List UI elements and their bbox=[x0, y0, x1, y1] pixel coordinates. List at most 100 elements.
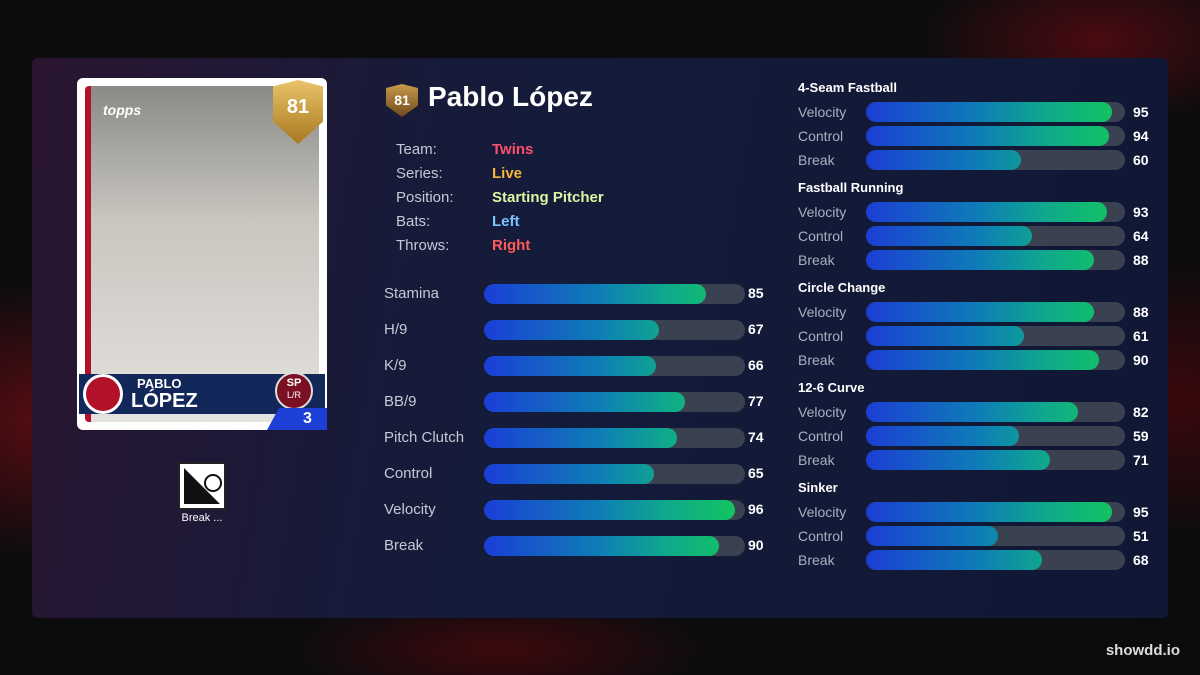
bar-track bbox=[866, 550, 1125, 570]
stat-value: 85 bbox=[748, 285, 764, 301]
card: topps 81 PABLO LÓPEZ SP L/R 3 bbox=[77, 78, 327, 430]
pitch-attr-label: Break bbox=[798, 352, 835, 368]
stat-value: 90 bbox=[748, 537, 764, 553]
bar-track bbox=[866, 502, 1125, 522]
card-last-name: LÓPEZ bbox=[131, 390, 198, 412]
header-rating: 81 bbox=[394, 92, 410, 108]
card-brand: topps bbox=[103, 102, 142, 118]
bar bbox=[484, 284, 706, 304]
ability-label: Break ... bbox=[181, 512, 223, 524]
player-name: Pablo López bbox=[428, 81, 593, 112]
info-value: Starting Pitcher bbox=[492, 189, 604, 206]
info-label: Throws: bbox=[396, 237, 450, 254]
stat-label: K/9 bbox=[384, 357, 407, 374]
bar bbox=[866, 202, 1107, 222]
ability-icon bbox=[178, 462, 226, 510]
bar-track bbox=[866, 302, 1125, 322]
bar bbox=[866, 402, 1079, 422]
pitch-attr-value: 94 bbox=[1133, 128, 1149, 144]
bar bbox=[866, 350, 1100, 370]
pitch-attr-label: Velocity bbox=[798, 504, 847, 520]
bar-track bbox=[484, 428, 745, 448]
pitch-name: Sinker bbox=[798, 480, 838, 495]
pitch-attr-value: 95 bbox=[1133, 504, 1149, 520]
icon-ball bbox=[204, 474, 222, 492]
bar-track bbox=[866, 150, 1125, 170]
bar bbox=[866, 502, 1113, 522]
pitch-attr-label: Break bbox=[798, 252, 835, 268]
bar-track bbox=[866, 226, 1125, 246]
bar-track bbox=[484, 356, 745, 376]
bar-track bbox=[866, 526, 1125, 546]
bar-track bbox=[484, 392, 745, 412]
pitch-attr-label: Break bbox=[798, 152, 835, 168]
stat-value: 74 bbox=[748, 429, 764, 445]
pitch-attr-label: Velocity bbox=[798, 404, 847, 420]
pitch-attr-value: 90 bbox=[1133, 352, 1149, 368]
card-number: 3 bbox=[303, 410, 312, 427]
pitch-name: Circle Change bbox=[798, 280, 886, 295]
bar-track bbox=[866, 326, 1125, 346]
stat-value: 96 bbox=[748, 501, 764, 517]
bar bbox=[484, 536, 719, 556]
card-number-tab bbox=[267, 408, 327, 430]
card-hands: L/R bbox=[286, 390, 301, 400]
pitch-attr-value: 71 bbox=[1133, 452, 1149, 468]
stat-label: Control bbox=[384, 465, 433, 482]
stat-value: 65 bbox=[748, 465, 764, 481]
bar bbox=[484, 320, 659, 340]
bar-track bbox=[866, 102, 1125, 122]
bar bbox=[484, 428, 678, 448]
pitch-attr-value: 82 bbox=[1133, 404, 1149, 420]
card-photo bbox=[85, 86, 319, 422]
pitch-attr-value: 93 bbox=[1133, 204, 1149, 220]
info-label: Team: bbox=[396, 141, 437, 158]
pitch-attr-label: Control bbox=[798, 328, 844, 344]
bar bbox=[866, 126, 1110, 146]
card-logo bbox=[83, 374, 123, 414]
bar bbox=[866, 226, 1032, 246]
pitch-name: 12-6 Curve bbox=[798, 380, 865, 395]
bar bbox=[484, 392, 685, 412]
pitch-attr-label: Break bbox=[798, 452, 835, 468]
bar bbox=[866, 550, 1043, 570]
pitch-attr-value: 64 bbox=[1133, 228, 1149, 244]
bar-track bbox=[866, 426, 1125, 446]
pitch-name: Fastball Running bbox=[798, 180, 904, 195]
stat-label: H/9 bbox=[384, 321, 408, 338]
pitch-attr-value: 61 bbox=[1133, 328, 1149, 344]
bar-track bbox=[484, 536, 745, 556]
stat-value: 77 bbox=[748, 393, 764, 409]
stat-label: Velocity bbox=[384, 501, 436, 518]
bar-track bbox=[866, 402, 1125, 422]
card-rating: 81 bbox=[286, 96, 310, 118]
stat-value: 67 bbox=[748, 321, 764, 337]
pitch-attr-label: Control bbox=[798, 228, 844, 244]
bar bbox=[866, 150, 1022, 170]
pitch-attr-value: 60 bbox=[1133, 152, 1149, 168]
pitch-attr-label: Control bbox=[798, 128, 844, 144]
card-first-name: PABLO bbox=[137, 376, 182, 391]
stat-label: BB/9 bbox=[384, 393, 417, 410]
watermark: showdd.io bbox=[1105, 642, 1180, 659]
card-position: SP bbox=[286, 377, 302, 389]
pitch-attr-label: Velocity bbox=[798, 104, 847, 120]
bar bbox=[866, 302, 1094, 322]
bar-track bbox=[866, 450, 1125, 470]
bar-track bbox=[484, 284, 745, 304]
pitch-attr-label: Control bbox=[798, 528, 844, 544]
pitch-attr-label: Control bbox=[798, 428, 844, 444]
info-label: Position: bbox=[396, 189, 454, 206]
bar-track bbox=[866, 250, 1125, 270]
bar bbox=[866, 450, 1050, 470]
bar bbox=[866, 426, 1019, 446]
bar bbox=[484, 464, 654, 484]
pitch-attr-value: 68 bbox=[1133, 552, 1149, 568]
stat-label: Break bbox=[384, 537, 424, 554]
info-value: Twins bbox=[492, 141, 534, 158]
pitch-attr-label: Break bbox=[798, 552, 835, 568]
bar-track bbox=[484, 464, 745, 484]
info-label: Bats: bbox=[396, 213, 431, 230]
pitch-attr-value: 88 bbox=[1133, 304, 1149, 320]
